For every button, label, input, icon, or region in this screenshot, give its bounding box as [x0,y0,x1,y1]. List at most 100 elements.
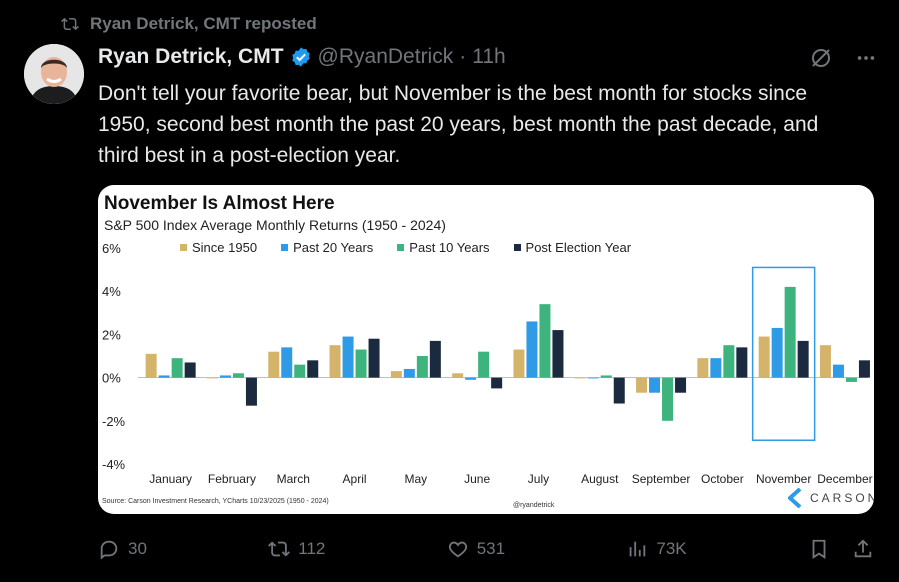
carson-logo: CARSON [788,488,874,508]
chart-source: Source: Carson Investment Research, YCha… [102,498,329,505]
chart-watermark: @ryandetrick [513,502,555,509]
like-count: 531 [476,539,506,558]
tweet-actions: 30 112 531 73K [98,534,874,564]
y-tick-label: -4% [102,457,126,472]
chart-legend: Since 1950 Past 20 Years Past 10 Years P… [180,240,631,255]
separator-dot: · [459,45,467,68]
bar [539,304,551,378]
bar [171,358,183,378]
bar [478,351,490,378]
bar [281,347,293,378]
views-button[interactable]: 73K [626,538,687,560]
y-tick-label: -2% [102,414,126,429]
bar [662,377,674,421]
bar [452,373,464,378]
repost-action-icon [268,538,291,560]
top-actions [809,46,877,70]
legend-item: Post Election Year [513,240,632,255]
view-count: 73K [656,539,687,558]
bar [613,377,625,404]
legend-label: Past 20 Years [293,240,374,255]
legend-label: Since 1950 [192,240,258,255]
bar [832,364,844,378]
bar [797,340,809,378]
bar [206,377,218,379]
reply-icon [98,538,120,560]
y-tick-label: 6% [102,241,121,256]
views-icon [626,538,648,560]
bar [245,377,257,406]
carson-brand: CARSON [810,491,874,505]
x-tick-label: February [208,472,256,486]
bar [355,349,367,378]
repost-text: Ryan Detrick, CMT reposted [90,14,317,33]
x-tick-label: September [632,472,691,486]
verified-badge-icon [290,46,312,68]
x-tick-label: April [343,472,367,486]
reply-button[interactable]: 30 [98,538,147,560]
bar [465,377,477,380]
legend-swatch [180,244,187,251]
bar [416,356,428,378]
x-tick-label: March [277,472,310,486]
legend-swatch [513,244,521,251]
bar [723,345,735,378]
bar [429,340,441,378]
tweet-header: Ryan Detrick, CMT @RyanDetrick · 11h [98,45,506,69]
bar [697,358,709,378]
bar [710,358,722,378]
bar [784,286,796,378]
reply-count: 30 [128,539,147,558]
bar [574,377,586,379]
bar [552,330,564,378]
x-tick-label: May [405,472,428,486]
x-tick-label: August [581,472,619,486]
bookmark-icon[interactable] [808,538,830,560]
bar [390,371,402,378]
x-tick-label: December [817,472,872,486]
bar [675,377,687,393]
bar-chart: 6% 4% 2% 0% -2% -4% January February March April M… [102,241,873,486]
bar [368,338,380,378]
y-tick-label: 4% [102,284,121,299]
x-tick-label: October [701,472,744,486]
timestamp[interactable]: 11h [472,45,506,68]
bar [491,377,503,389]
bar [184,362,196,378]
y-tick-label: 2% [102,327,121,342]
bar [858,360,870,378]
repost-indicator[interactable]: Ryan Detrick, CMT reposted [60,14,317,34]
bar [219,375,231,378]
author-name[interactable]: Ryan Detrick, CMT [98,45,284,68]
chart-image[interactable]: November Is Almost Here S&P 500 Index Av… [98,185,874,514]
repost-button[interactable]: 112 [268,538,325,560]
bar [342,336,354,378]
x-tick-label: July [528,472,549,486]
legend-item: Past 20 Years [281,240,373,255]
repost-icon [60,15,80,33]
bar [819,345,831,378]
bar [845,377,857,382]
repost-count: 112 [298,539,326,558]
bar [587,377,599,379]
x-tick-label: January [149,472,192,486]
highlight-box [751,266,816,441]
bar [158,375,170,378]
grok-icon[interactable] [809,46,833,70]
share-icon[interactable] [852,538,874,560]
bar [403,368,415,378]
chart-subtitle: S&P 500 Index Average Monthly Returns (1… [104,217,446,233]
more-options-icon[interactable] [855,47,877,69]
legend-item: Since 1950 [180,240,257,255]
legend-label: Past 10 Years [409,240,490,255]
chart-title: November Is Almost Here [104,193,335,214]
bar [649,377,661,393]
avatar[interactable] [24,44,84,104]
carson-logo-icon [788,488,802,508]
legend-label: Post Election Year [525,240,632,255]
bar [329,345,341,378]
bar [232,373,244,378]
like-button[interactable]: 531 [447,538,505,560]
x-tick-label: November [756,472,811,486]
author-handle[interactable]: @RyanDetrick [317,45,454,68]
